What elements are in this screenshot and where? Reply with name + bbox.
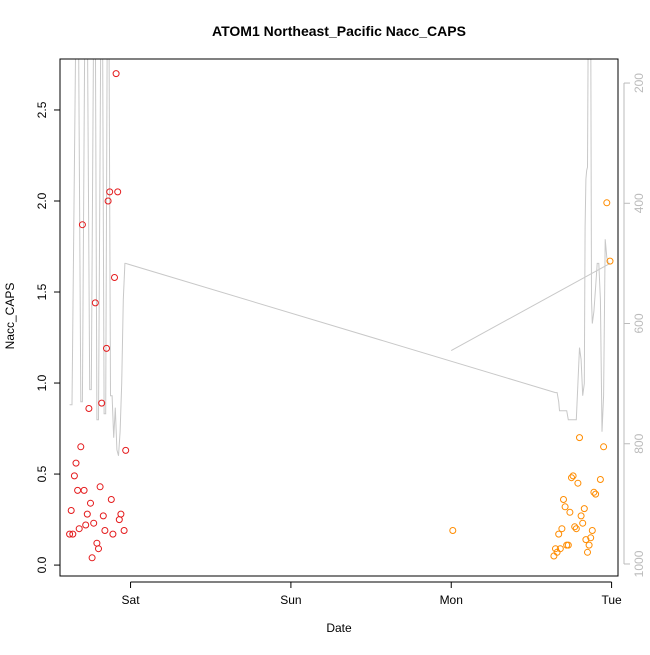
y-axis-tick-label: 0.0	[35, 556, 49, 573]
axes-layer: 0.0 0.5 1.0 1.5 2.0 2.5 Sat Sun Mon Tue 200 400 600 8…	[35, 73, 646, 607]
data-point	[568, 474, 575, 482]
y2-axis-tick-label: 1000	[632, 550, 646, 577]
y2-axis-tick-label: 600	[632, 313, 646, 333]
data-point	[571, 523, 579, 531]
y-axis-tick-label: 0.5	[35, 465, 49, 482]
data-point	[600, 443, 608, 451]
data-point	[569, 472, 577, 480]
chart-title: ATOM1 Northeast_Pacific Nacc_CAPS	[212, 23, 466, 39]
data-point	[98, 399, 106, 407]
y-axis-tick-label: 2.0	[35, 192, 49, 209]
x-axis-tick-label: Sat	[122, 593, 141, 607]
data-point	[566, 508, 574, 516]
data-point	[72, 459, 80, 467]
data-point	[91, 299, 99, 307]
x-axis-tick-label: Sun	[280, 593, 301, 607]
data-point	[83, 510, 91, 518]
points-layer	[66, 70, 614, 562]
data-point	[587, 534, 595, 542]
data-point	[584, 548, 591, 556]
data-point	[596, 476, 604, 483]
data-point	[70, 472, 78, 480]
data-point	[67, 507, 75, 514]
data-point	[577, 512, 585, 520]
x-axis-tick-label: Mon	[440, 593, 463, 607]
y2-axis-tick-label: 400	[632, 193, 646, 213]
y2-axis-tick-label: 200	[632, 73, 646, 93]
x-axis-label: Date	[326, 621, 352, 635]
data-point	[77, 443, 85, 451]
data-point	[88, 554, 96, 562]
data-point	[117, 510, 125, 518]
altitude-line-layer	[69, 59, 611, 456]
data-point	[580, 505, 588, 513]
data-point	[560, 496, 567, 503]
data-point	[82, 521, 90, 529]
data-point	[104, 197, 112, 205]
data-point	[107, 496, 115, 503]
data-point	[552, 545, 559, 553]
data-point	[90, 519, 98, 527]
data-point	[120, 527, 128, 534]
y2-axis-tick-label: 800	[632, 433, 646, 453]
data-point	[555, 530, 563, 538]
data-point	[606, 257, 614, 265]
data-point	[585, 541, 593, 549]
data-point	[87, 499, 94, 507]
data-point	[103, 344, 110, 352]
data-point	[85, 405, 93, 412]
data-point	[112, 70, 120, 78]
data-point	[556, 545, 564, 553]
altitude-line	[69, 59, 611, 456]
data-point	[592, 490, 600, 498]
data-point	[122, 446, 130, 454]
data-point	[66, 530, 74, 538]
data-point	[109, 530, 117, 538]
data-point	[96, 483, 104, 491]
data-point	[590, 488, 598, 496]
data-point	[106, 188, 114, 196]
data-point	[561, 503, 569, 511]
data-point	[101, 527, 109, 534]
data-point	[564, 541, 572, 549]
data-point	[78, 221, 86, 229]
data-point	[69, 530, 77, 538]
data-point	[576, 434, 583, 442]
data-point	[449, 527, 457, 534]
y-axis-label: Nacc_CAPS	[3, 283, 17, 350]
data-point	[588, 527, 596, 534]
data-point	[114, 188, 122, 196]
data-point	[99, 512, 107, 520]
x-axis-tick-label: Tue	[601, 593, 622, 607]
data-point	[95, 545, 102, 553]
data-point	[603, 199, 611, 207]
y-axis-tick-label: 2.5	[35, 101, 49, 118]
y-axis-tick-label: 1.0	[35, 374, 49, 391]
data-point	[80, 486, 88, 494]
data-point	[558, 525, 566, 533]
data-point	[574, 479, 582, 487]
y-axis-tick-label: 1.5	[35, 283, 49, 300]
data-point	[75, 525, 83, 533]
data-point	[572, 525, 580, 533]
data-point	[111, 274, 118, 281]
data-point	[582, 536, 590, 544]
data-point	[579, 519, 587, 527]
